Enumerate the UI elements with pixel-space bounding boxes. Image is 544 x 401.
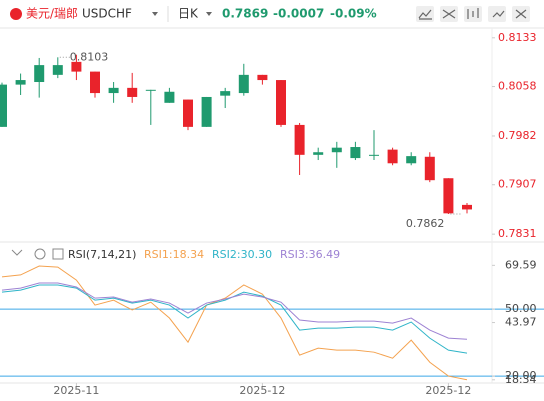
icon-button[interactable] xyxy=(416,6,434,22)
candle-body xyxy=(0,84,7,127)
candle-body xyxy=(387,149,398,164)
candle-body xyxy=(127,87,138,97)
candle-body xyxy=(238,74,249,94)
candle-body xyxy=(201,96,212,127)
candle-body xyxy=(331,147,342,153)
candle-body xyxy=(34,65,45,83)
y-tick-label: 18.34 xyxy=(505,373,537,386)
collapse-icon[interactable] xyxy=(11,249,23,256)
y-tick-label: 50.00 xyxy=(505,302,537,315)
legend-entry: RSI1:18.34 xyxy=(144,248,204,261)
rsi-line xyxy=(1,265,468,381)
candle-body xyxy=(294,124,305,155)
candle-body xyxy=(369,154,379,156)
y-tick-label: 0.7907 xyxy=(498,178,537,191)
candle-body xyxy=(145,89,156,91)
icon xyxy=(515,9,527,19)
x-tick-label: 2025-11 xyxy=(53,384,99,397)
candle-body xyxy=(276,80,286,125)
bars-icon[interactable] xyxy=(52,248,64,260)
candle-body xyxy=(183,99,193,127)
pair-name[interactable]: 美元/瑞郎 xyxy=(26,7,78,21)
candle-body xyxy=(52,65,63,75)
y-tick-label: 20.00 xyxy=(505,369,537,382)
price: 0.7869 xyxy=(222,7,268,21)
annotation-label: 0.7862 xyxy=(406,217,445,230)
settings-icon[interactable] xyxy=(34,248,46,260)
candle-body xyxy=(443,178,454,214)
candle-body xyxy=(257,74,268,81)
candle-body xyxy=(220,91,231,96)
period[interactable]: 日K xyxy=(178,7,199,21)
change: -0.0007 xyxy=(273,7,324,21)
y-tick-label: 43.97 xyxy=(505,316,537,329)
candle-body xyxy=(313,152,324,155)
rsi-legend-icons xyxy=(11,248,64,260)
y-tick-label: 0.8058 xyxy=(498,80,537,93)
dropdown-icon[interactable] xyxy=(152,12,158,16)
change-pct: -0.09% xyxy=(330,7,377,21)
icon xyxy=(467,8,479,19)
candle-body xyxy=(15,80,26,85)
icon xyxy=(418,9,432,20)
y-tick-label: 0.7831 xyxy=(498,227,537,240)
flag-icon xyxy=(10,8,22,20)
candle-body xyxy=(406,156,417,164)
toolbar-icons xyxy=(416,6,530,22)
candle-body xyxy=(164,91,175,103)
y-tick-label: 69.59 xyxy=(505,258,537,271)
x-tick-label: 2025-12 xyxy=(239,384,285,397)
candle-body xyxy=(90,71,100,94)
x-tick-label: 2025-12 xyxy=(425,384,471,397)
symbol[interactable]: USDCHF xyxy=(82,7,132,21)
candle-body xyxy=(71,61,82,72)
annotation-label: 0.8103 xyxy=(70,50,109,63)
candle-body xyxy=(462,204,472,210)
icon-button[interactable] xyxy=(488,6,506,22)
rsi-line xyxy=(1,282,468,340)
legend-entry: RSI3:36.49 xyxy=(280,248,340,261)
candle-body xyxy=(350,147,361,159)
y-tick-label: 0.8133 xyxy=(498,31,537,44)
y-tick-label: 0.7982 xyxy=(498,129,537,142)
indicator-title: RSI(7,14,21) xyxy=(68,248,136,261)
icon xyxy=(492,10,505,18)
dropdown-icon[interactable] xyxy=(206,12,212,16)
candle-body xyxy=(108,87,119,94)
icon xyxy=(442,9,456,19)
rsi-line xyxy=(1,284,468,354)
candle-body xyxy=(424,156,435,181)
legend-entry: RSI2:30.30 xyxy=(212,248,272,261)
